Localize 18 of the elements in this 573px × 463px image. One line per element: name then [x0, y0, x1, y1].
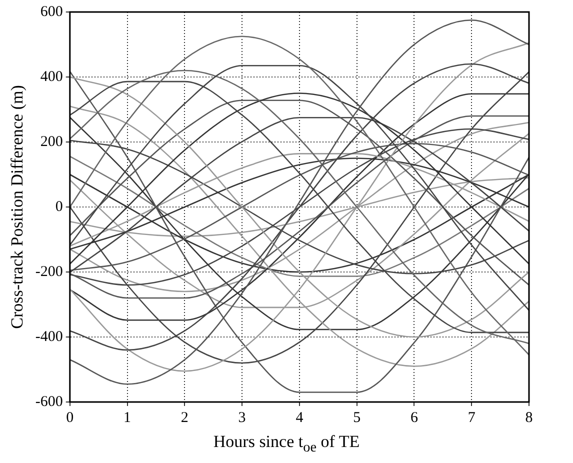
x-tick-label: 7: [468, 410, 476, 426]
x-tick-label: 8: [525, 410, 533, 426]
y-tick-label: -600: [35, 394, 63, 410]
x-tick-label: 6: [410, 410, 418, 426]
y-axis-title: Cross-track Position Difference (m): [8, 85, 27, 329]
y-tick-label: 200: [40, 134, 63, 150]
x-tick-label: 3: [238, 410, 246, 426]
y-tick-label: -400: [35, 328, 63, 345]
x-tick-label: 0: [66, 410, 74, 426]
y-tick-label: 0: [55, 198, 63, 215]
x-tick-label: 5: [353, 410, 361, 426]
y-tick-label: 400: [40, 68, 63, 85]
y-tick-label: 600: [40, 4, 63, 20]
x-axis-title: Hours since t$_{oe}$ of TE: [212, 432, 361, 456]
x-tick-label: 4: [296, 410, 304, 426]
x-tick-label: 2: [180, 410, 188, 426]
x-tick-label: 1: [124, 410, 132, 426]
y-tick-label: -200: [35, 264, 63, 280]
